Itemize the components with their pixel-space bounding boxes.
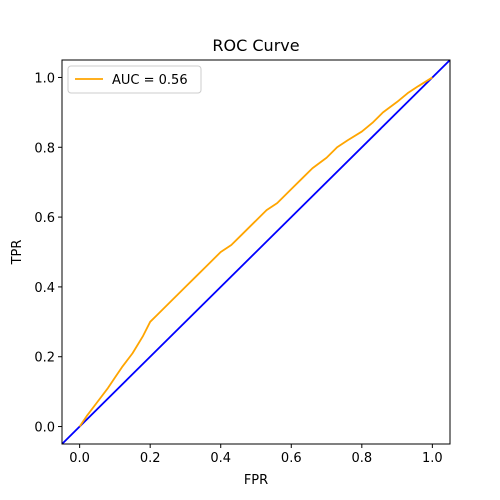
legend-box xyxy=(67,65,202,94)
y-tick-label: 0.8 xyxy=(34,141,55,156)
x-tick-label: 0.6 xyxy=(281,451,302,466)
x-axis-ticks: 0.0 0.2 0.4 0.6 0.8 1.0 xyxy=(69,444,443,466)
y-tick-label: 0.4 xyxy=(34,281,55,296)
chart-title: ROC Curve xyxy=(212,36,299,55)
plot-area xyxy=(62,60,450,444)
y-tick-label: 1.0 xyxy=(34,71,55,86)
x-tick-label: 0.2 xyxy=(140,451,161,466)
y-axis-label: TPR xyxy=(10,240,25,266)
y-tick-label: 0.2 xyxy=(34,351,55,366)
x-tick-label: 0.0 xyxy=(69,451,90,466)
axes-frame xyxy=(61,59,451,445)
legend-label: AUC = 0.56 xyxy=(112,73,188,88)
x-axis-label: FPR xyxy=(244,473,268,488)
legend: AUC = 0.56 xyxy=(67,65,202,94)
x-tick-label: 0.4 xyxy=(210,451,231,466)
roc-curve-line xyxy=(78,76,433,428)
x-tick-label: 0.8 xyxy=(351,451,372,466)
y-tick-label: 0.6 xyxy=(34,211,55,226)
diagonal-reference-line xyxy=(62,60,450,444)
y-axis-ticks: 0.0 0.2 0.4 0.6 0.8 1.0 xyxy=(34,71,62,436)
x-tick-label: 1.0 xyxy=(422,451,443,466)
y-tick-label: 0.0 xyxy=(34,421,55,436)
